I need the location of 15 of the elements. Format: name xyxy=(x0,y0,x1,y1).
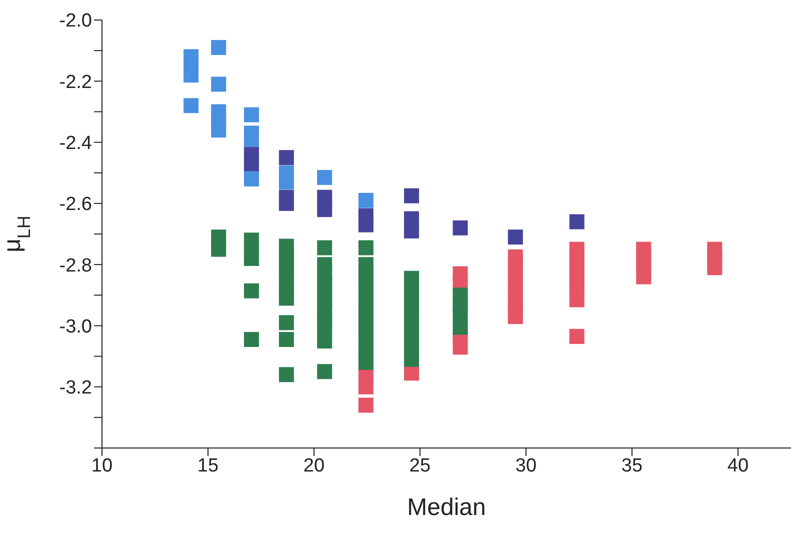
x-tick-label: 35 xyxy=(621,455,643,476)
x-axis-title: Median xyxy=(407,494,486,522)
y-tick-label: -3.2 xyxy=(59,378,92,399)
y-tick-label: -2.0 xyxy=(59,10,92,32)
x-tick-label: 25 xyxy=(409,455,431,476)
x-tick-label: 15 xyxy=(197,455,219,476)
y-tick-label: -2.4 xyxy=(59,133,92,154)
x-tick-label: 30 xyxy=(515,455,537,476)
x-tick-label: 20 xyxy=(303,455,325,476)
y-tick-label: -2.2 xyxy=(59,72,92,93)
y-tick-label: -2.8 xyxy=(59,255,92,276)
y-tick-label: -2.6 xyxy=(59,194,92,216)
y-tick-label: -3.0 xyxy=(59,316,92,338)
x-tick-label: 10 xyxy=(91,455,113,476)
x-tick-label: 40 xyxy=(727,455,749,476)
